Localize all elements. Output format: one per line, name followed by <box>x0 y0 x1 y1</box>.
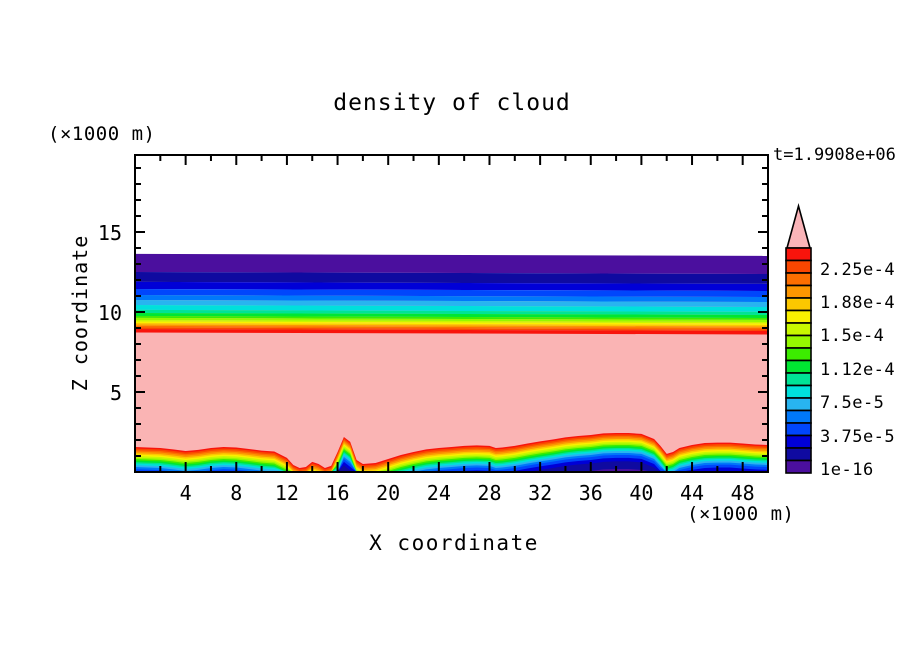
colorbar-tick-label: 1.88e-4 <box>820 292 896 313</box>
colorbar-segment <box>785 422 812 437</box>
x-tick-label: 12 <box>274 481 299 505</box>
colorbar-tick-label: 1.12e-4 <box>820 359 896 380</box>
contour-top-band <box>135 325 768 330</box>
contour-top-band <box>135 253 768 274</box>
contour-top-band <box>135 320 768 324</box>
colorbar-segment <box>785 322 812 337</box>
colorbar-tick-label: 3.75e-5 <box>820 427 896 447</box>
x-tick-label: 24 <box>426 481 451 505</box>
colorbar-segment <box>785 447 812 462</box>
colorbar-segment <box>785 409 812 424</box>
x-tick-label: 20 <box>376 481 401 505</box>
colorbar-segment <box>785 347 812 362</box>
contour-top-band <box>135 327 768 331</box>
contour-top-band <box>135 272 768 284</box>
contour-top-band <box>135 328 768 335</box>
colorbar-overflow-arrow <box>785 202 812 249</box>
contour-top-band <box>135 304 768 312</box>
colorbar-segment <box>785 334 812 349</box>
contour-top-band <box>135 316 768 320</box>
y-tick-label: 5 <box>109 381 122 405</box>
colorbar-segment <box>785 284 812 299</box>
contour-top-band <box>135 317 768 322</box>
x-axis-label: X coordinate <box>369 531 539 555</box>
x-tick-label: 48 <box>730 481 755 505</box>
contour-top-band <box>135 309 768 315</box>
colorbar-segment <box>785 359 812 374</box>
colorbar-segment <box>785 272 812 287</box>
x-tick-label: 32 <box>528 481 553 505</box>
colorbar-tick-label: 1e-16 <box>820 460 874 481</box>
contour-top-band <box>135 288 768 298</box>
y-tick-label: 10 <box>97 301 122 325</box>
x-tick-label: 36 <box>578 481 603 505</box>
contour-top-band <box>135 295 768 302</box>
x-tick-label: 28 <box>477 481 502 505</box>
x-tick-label: 4 <box>179 481 192 505</box>
colorbar-segment <box>785 259 812 274</box>
contour-top-band <box>135 312 768 318</box>
x-tick-label: 44 <box>679 481 705 505</box>
time-stamp-label: t=1.9908e+06 <box>773 145 896 165</box>
colorbar-segment <box>785 459 812 474</box>
y-axis-unit-label: (×1000 m) <box>48 123 156 145</box>
colorbar-tick-label: 7.5e-5 <box>820 393 885 414</box>
colorbar-segment <box>785 397 812 412</box>
y-tick-label: 15 <box>97 221 122 245</box>
contour-top-band <box>135 321 768 326</box>
x-tick-label: 16 <box>325 481 350 505</box>
plot-title: density of cloud <box>333 90 571 116</box>
colorbar-segment <box>785 297 812 312</box>
contour-top-band <box>135 324 768 328</box>
x-axis-unit-label: (×1000 m) <box>687 503 795 525</box>
contour-top-band <box>135 281 768 291</box>
colorbar-segment <box>785 372 812 387</box>
colorbar-segment <box>785 309 812 324</box>
colorbar-tick-label: 1.5e-4 <box>820 325 885 346</box>
x-tick-label: 40 <box>629 481 654 505</box>
plot-frame <box>134 154 769 473</box>
x-tick-label: 8 <box>230 481 243 505</box>
colorbar-segment <box>785 434 812 449</box>
contour-top-band <box>135 323 768 327</box>
colorbar-segment <box>785 384 812 399</box>
colorbar-segment <box>785 247 812 262</box>
contour-top-band <box>135 300 768 307</box>
colorbar-tick-label: 2.25e-4 <box>820 260 896 281</box>
